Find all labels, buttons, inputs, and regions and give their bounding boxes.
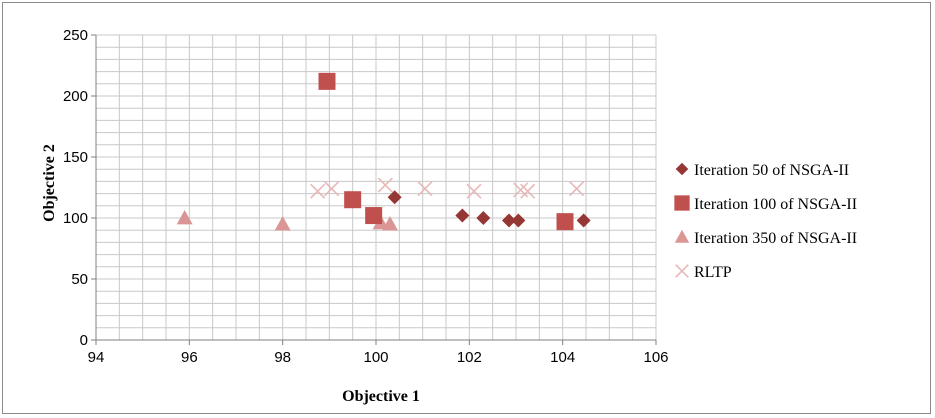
data-point xyxy=(344,191,362,209)
legend-marker xyxy=(675,264,689,278)
chart-frame: 94 96 98 100 102 104 106 0 50 100 150 200 250 Objec… xyxy=(2,2,931,414)
data-point xyxy=(455,208,470,223)
legend-label: Iteration 350 of NSGA-II xyxy=(694,230,857,247)
x-tick-labels: 94 96 98 100 102 104 106 xyxy=(88,349,669,366)
scatter-chart: 94 96 98 100 102 104 106 0 50 100 150 200 250 Objec… xyxy=(41,27,857,405)
data-point xyxy=(382,216,398,231)
legend-item: Iteration 100 of NSGA-II xyxy=(674,195,857,213)
data-point xyxy=(324,181,340,197)
data-point xyxy=(569,181,585,197)
legend-marker xyxy=(675,162,689,176)
legend-item: Iteration 350 of NSGA-II xyxy=(674,229,857,247)
data-point xyxy=(365,207,383,225)
legend-label: Iteration 50 of NSGA-II xyxy=(694,162,849,179)
legend: Iteration 50 of NSGA-II Iteration 100 of … xyxy=(674,162,857,281)
y-axis-title: Objective 2 xyxy=(41,144,58,222)
legend-item: Iteration 50 of NSGA-II xyxy=(675,162,849,179)
data-point xyxy=(556,213,574,231)
y-tick-label: 250 xyxy=(63,27,88,44)
y-tick-label: 100 xyxy=(63,210,88,227)
legend-item: RLTP xyxy=(675,264,732,281)
y-tick-label: 200 xyxy=(63,88,88,105)
x-tick-label: 96 xyxy=(181,349,198,366)
legend-marker xyxy=(674,229,690,243)
x-tick-label: 94 xyxy=(88,349,105,366)
y-tick-label: 0 xyxy=(80,332,88,349)
data-point xyxy=(576,213,591,228)
x-tick-label: 100 xyxy=(363,349,388,366)
data-point xyxy=(476,211,491,225)
y-tick-label: 150 xyxy=(63,149,88,166)
x-axis-title: Objective 1 xyxy=(342,388,420,405)
x-tick-label: 98 xyxy=(274,349,291,366)
x-tick-label: 104 xyxy=(550,349,575,366)
grid xyxy=(95,34,657,341)
data-point xyxy=(387,190,402,205)
data-point xyxy=(511,213,526,228)
data-point xyxy=(318,72,336,90)
legend-label: RLTP xyxy=(694,264,732,281)
legend-label: Iteration 100 of NSGA-II xyxy=(694,196,857,213)
data-point xyxy=(520,183,536,199)
data-point xyxy=(417,181,433,197)
x-tick-label: 102 xyxy=(457,349,482,366)
y-tick-labels: 0 50 100 150 200 250 xyxy=(63,27,88,349)
data-point xyxy=(310,183,326,199)
x-tick-label: 106 xyxy=(643,349,668,366)
axes xyxy=(91,34,657,345)
data-point xyxy=(274,216,291,231)
data-point xyxy=(377,177,393,193)
y-tick-label: 50 xyxy=(71,271,88,288)
data-point xyxy=(176,210,193,225)
data-point xyxy=(502,213,516,228)
legend-marker xyxy=(674,195,690,211)
data-point xyxy=(466,183,482,199)
data-points xyxy=(176,72,591,231)
